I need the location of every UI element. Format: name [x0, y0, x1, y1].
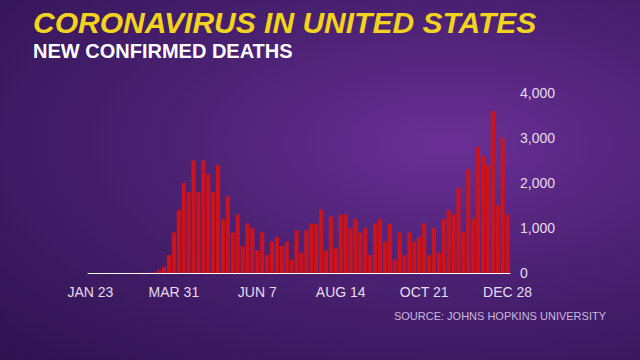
svg-text:JUN 7: JUN 7 [238, 284, 277, 300]
svg-text:OCT 21: OCT 21 [400, 284, 449, 300]
svg-text:1,000: 1,000 [520, 220, 555, 236]
svg-text:NEW CONFIRMED DEATHS: NEW CONFIRMED DEATHS [33, 40, 293, 62]
svg-text:SOURCE: JOHNS HOPKINS UNIVERSI: SOURCE: JOHNS HOPKINS UNIVERSITY [394, 310, 607, 322]
svg-text:MAR 31: MAR 31 [149, 284, 200, 300]
svg-text:3,000: 3,000 [520, 130, 555, 146]
svg-text:DEC 28: DEC 28 [483, 284, 532, 300]
svg-text:0: 0 [520, 265, 528, 281]
svg-text:AUG 14: AUG 14 [316, 284, 366, 300]
svg-text:CORONAVIRUS IN UNITED STATES: CORONAVIRUS IN UNITED STATES [33, 6, 536, 39]
svg-text:JAN 23: JAN 23 [67, 284, 113, 300]
svg-text:2,000: 2,000 [520, 175, 555, 191]
svg-text:4,000: 4,000 [520, 85, 555, 101]
